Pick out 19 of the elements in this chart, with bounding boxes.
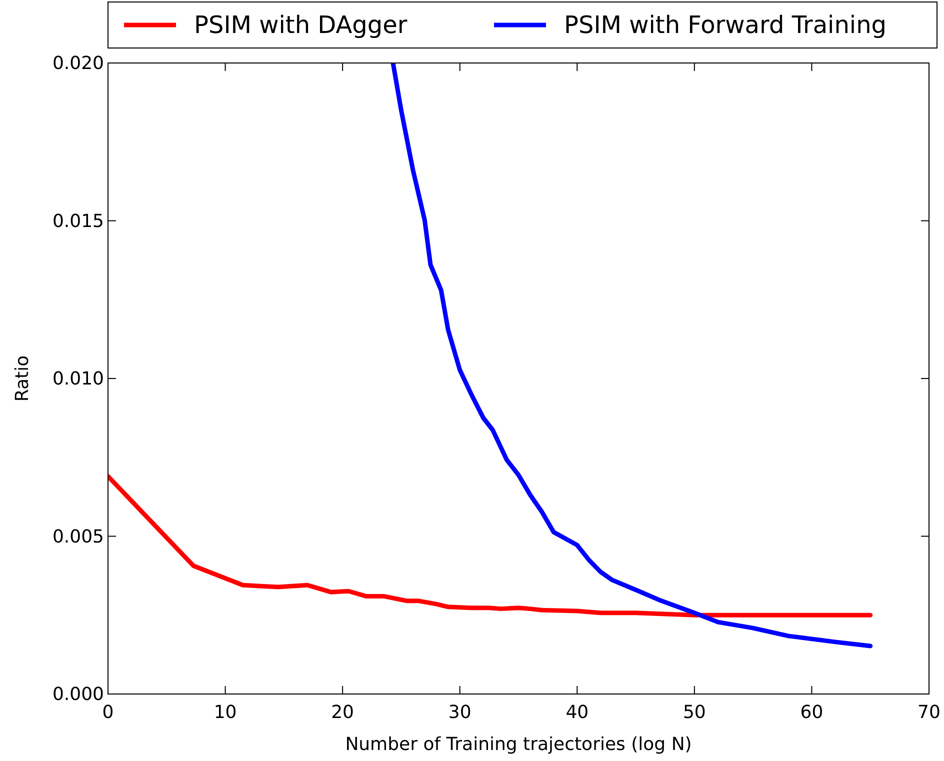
x-tick-label: 70 (918, 702, 940, 723)
x-tick-label: 50 (682, 702, 706, 723)
y-axis-title: Ratio (12, 355, 33, 402)
x-tick-label: 40 (566, 702, 589, 723)
y-tick-label: 0.010 (52, 368, 104, 390)
line-series (108, 474, 873, 618)
legend-label: PSIM with Forward Training (564, 11, 887, 39)
y-tick-label: 0.005 (52, 526, 104, 548)
y-tick-label: 0.015 (52, 210, 104, 232)
x-tick-label: 20 (331, 702, 354, 723)
x-tick-label: 0 (102, 702, 114, 723)
legend-label: PSIM with DAgger (194, 11, 408, 39)
y-tick-label: 0.000 (52, 684, 104, 705)
x-tick-label: 30 (448, 702, 472, 723)
x-axis-title: Number of Training trajectories (log N) (345, 734, 692, 755)
x-tick-label: 10 (214, 702, 237, 723)
x-tick-label: 60 (800, 702, 824, 723)
y-tick-label: 0.020 (52, 53, 104, 74)
line-series (390, 63, 873, 648)
